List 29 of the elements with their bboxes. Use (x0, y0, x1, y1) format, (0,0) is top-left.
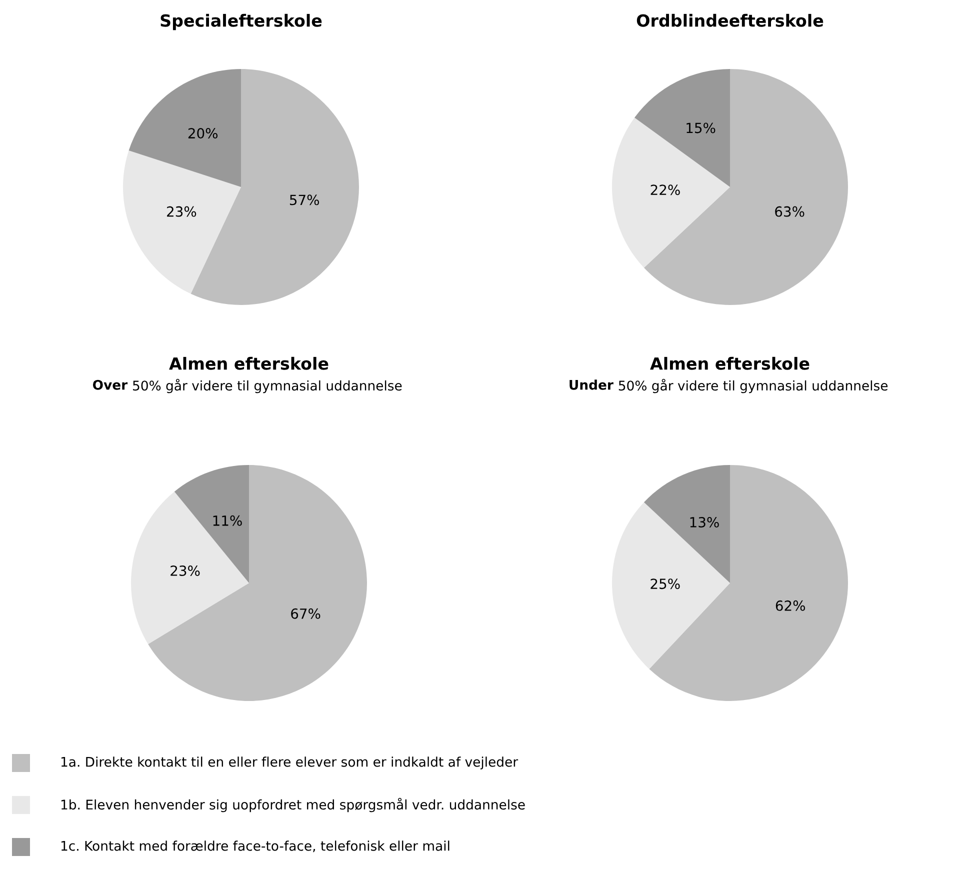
pie-slice (148, 465, 367, 701)
data-label: 25% (650, 578, 680, 590)
pie-slice (128, 69, 241, 187)
chart-title: Ordblindeefterskole (636, 14, 824, 27)
data-label: 63% (775, 206, 804, 217)
data-label: 23% (170, 565, 200, 576)
chart-title: Almen efterskole (169, 356, 328, 370)
data-label: 15% (686, 122, 716, 134)
legend-label: 1a. Direkte kontakt til en eller flere elever som er indkaldt af vejleder (61, 756, 518, 770)
data-label: 11% (213, 515, 242, 526)
data-label: 20% (188, 128, 218, 139)
chart-subtitle: Over 50% går videre til gymnasial uddannelse (92, 378, 402, 394)
legend-label: 1b. Eleven henvender sig uopfordret med spørgsmål vedr. uddannelse (61, 798, 525, 812)
pie-slice (644, 69, 848, 305)
pie-slice (123, 150, 241, 294)
data-label: 13% (690, 516, 719, 528)
data-label: 22% (650, 184, 680, 196)
legend-label: 1c. Kontakt med forældre face-to-face, telefonisk eller mail (61, 840, 450, 852)
pie-slice (649, 465, 848, 701)
data-label: 57% (290, 194, 320, 206)
pie-slice (612, 118, 730, 268)
pie-slice (612, 502, 730, 670)
chart-subtitle: Under 50% går videre til gymnasial uddannelse (570, 378, 888, 394)
data-label: 62% (776, 600, 806, 611)
pie-slice (131, 492, 249, 644)
chart-title: Specialefterskole (160, 14, 322, 30)
data-label: 23% (167, 206, 196, 217)
chart-title: Almen efterskole (650, 356, 810, 370)
data-label: 67% (291, 608, 320, 619)
